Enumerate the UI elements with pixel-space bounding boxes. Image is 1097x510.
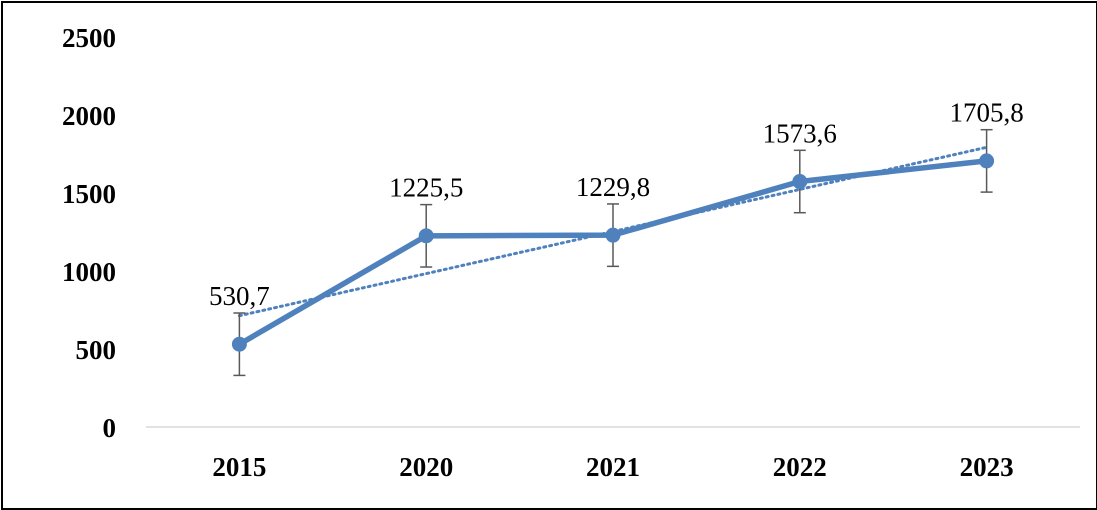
y-tick-label: 2000 xyxy=(62,101,116,131)
data-point xyxy=(231,336,247,352)
x-tick-label: 2023 xyxy=(960,452,1014,482)
y-tick-label: 0 xyxy=(103,413,117,443)
y-tick-label: 2500 xyxy=(62,23,116,53)
data-point xyxy=(418,228,434,244)
x-tick-label: 2020 xyxy=(399,452,453,482)
x-tick-label: 2015 xyxy=(212,452,266,482)
data-label: 530,7 xyxy=(209,281,270,311)
y-tick-label: 1500 xyxy=(62,179,116,209)
data-label: 1573,6 xyxy=(763,118,837,148)
x-tick-label: 2022 xyxy=(773,452,827,482)
data-point xyxy=(605,227,621,243)
data-point xyxy=(979,153,995,169)
data-label: 1229,8 xyxy=(576,172,650,202)
data-label: 1705,8 xyxy=(949,98,1023,128)
data-label: 1225,5 xyxy=(389,173,463,203)
data-point xyxy=(792,174,808,190)
y-tick-label: 500 xyxy=(76,335,117,365)
y-tick-label: 1000 xyxy=(62,257,116,287)
x-tick-label: 2021 xyxy=(586,452,640,482)
